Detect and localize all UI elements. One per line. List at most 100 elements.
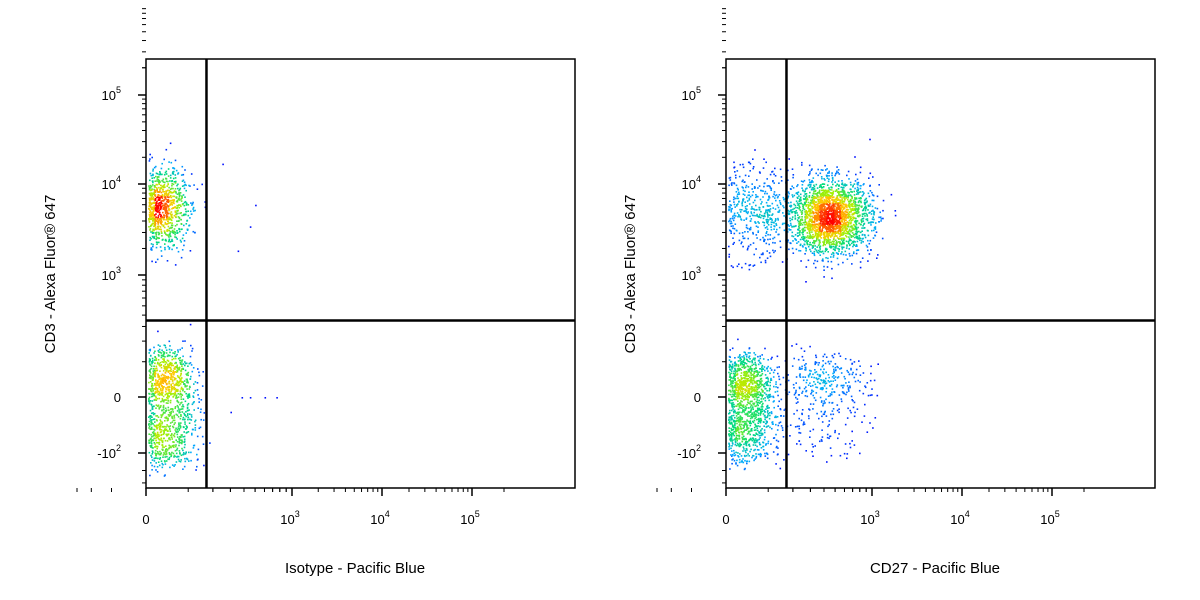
event-dot — [782, 436, 785, 438]
event-dot — [149, 225, 152, 227]
event-dot — [749, 411, 752, 413]
event-dot — [151, 357, 154, 360]
event-dot — [813, 381, 815, 383]
event-dot — [171, 248, 173, 251]
event-dot — [161, 180, 164, 182]
event-dot — [836, 190, 838, 192]
event-dot — [763, 366, 766, 368]
event-dot — [172, 419, 175, 422]
event-dot — [767, 359, 769, 361]
event-dot — [803, 226, 806, 229]
event-dot — [777, 447, 779, 449]
event-dot — [831, 354, 834, 357]
event-dot — [162, 456, 164, 458]
event-dot — [181, 411, 184, 413]
event-dot — [753, 370, 755, 373]
event-dot — [743, 357, 745, 359]
event-dot — [162, 218, 165, 221]
event-dot — [165, 219, 167, 221]
event-dot — [755, 370, 757, 372]
event-dot — [747, 186, 750, 188]
event-dot — [164, 463, 167, 465]
event-dot — [740, 455, 743, 457]
event-dot — [737, 403, 739, 406]
event-dot — [775, 416, 777, 419]
event-dot — [819, 254, 821, 256]
event-dot — [170, 194, 172, 197]
event-dot — [182, 398, 185, 400]
event-dot — [747, 427, 750, 429]
event-dot — [745, 211, 748, 214]
event-dot — [747, 415, 749, 417]
event-dot — [150, 376, 152, 379]
event-dot — [191, 350, 193, 352]
event-dot — [168, 239, 170, 242]
event-dot — [159, 218, 161, 220]
event-dot — [758, 222, 760, 224]
event-dot — [192, 208, 194, 210]
event-dot — [174, 174, 177, 176]
event-dot — [751, 393, 754, 396]
event-dot — [189, 418, 191, 421]
event-dot — [822, 403, 825, 405]
event-dot — [842, 253, 845, 256]
event-dot — [836, 384, 839, 386]
event-dot — [877, 254, 879, 256]
event-dot — [775, 446, 778, 449]
event-dot — [852, 229, 854, 231]
event-dot — [761, 428, 763, 430]
event-dot — [761, 201, 763, 203]
event-dot — [866, 246, 869, 248]
event-dot — [758, 453, 761, 456]
event-dot — [836, 166, 838, 168]
event-dot — [203, 464, 205, 467]
event-dot — [780, 180, 783, 182]
event-dot — [728, 446, 730, 448]
event-dot — [850, 395, 853, 398]
event-dot — [747, 245, 750, 248]
event-dot — [728, 420, 731, 423]
event-dot — [791, 247, 794, 250]
event-dot — [740, 443, 743, 446]
event-dot — [734, 174, 737, 177]
event-dot — [148, 381, 150, 384]
event-dot — [846, 457, 848, 460]
event-dot — [749, 433, 751, 436]
event-dot — [824, 248, 827, 251]
event-dot — [766, 218, 768, 221]
event-dot — [165, 409, 168, 411]
event-dot — [731, 450, 733, 452]
event-dot — [763, 383, 766, 385]
event-dot — [179, 361, 182, 364]
event-dot — [852, 186, 854, 188]
event-dot — [806, 235, 809, 237]
event-dot — [179, 348, 181, 351]
event-dot — [806, 379, 808, 381]
event-dot — [744, 174, 747, 177]
event-dot — [787, 224, 789, 226]
event-dot — [158, 464, 161, 467]
event-dot — [837, 171, 839, 174]
event-dot — [156, 258, 159, 261]
event-dot — [753, 419, 756, 422]
event-dot — [176, 223, 178, 226]
event-dot — [168, 428, 171, 431]
event-dot — [821, 429, 823, 431]
event-dot — [171, 373, 173, 375]
event-dot — [168, 209, 170, 212]
event-dot — [733, 212, 736, 215]
event-dot — [155, 453, 158, 455]
event-dot — [183, 380, 186, 382]
event-dot — [791, 194, 794, 196]
event-dot — [179, 392, 182, 395]
event-dot — [848, 242, 850, 245]
event-dot — [169, 438, 171, 441]
event-dot — [733, 374, 736, 377]
event-dot — [730, 419, 732, 421]
event-dot — [153, 352, 155, 354]
event-dot — [754, 444, 757, 446]
event-dot — [157, 225, 160, 227]
event-dot — [776, 445, 778, 448]
event-dot — [162, 186, 165, 189]
event-dot — [730, 232, 732, 234]
